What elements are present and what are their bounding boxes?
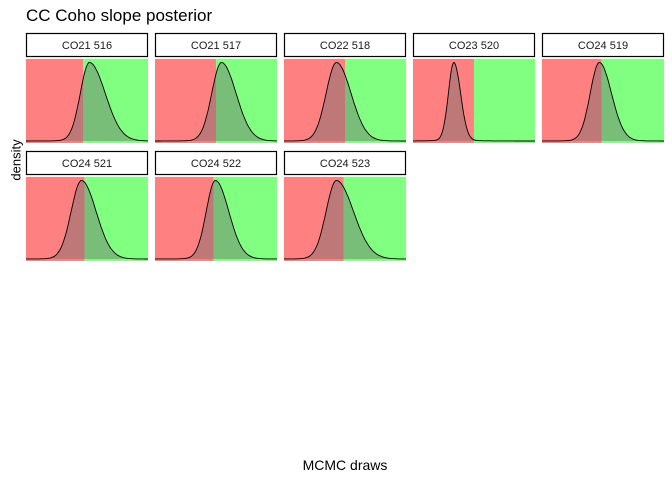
density-fill xyxy=(26,62,148,141)
facet-label: CO22 518 xyxy=(320,40,370,52)
facet-label: CO23 520 xyxy=(449,40,499,52)
density-curve xyxy=(155,62,277,142)
facet-panel: CO23 520 xyxy=(412,32,536,143)
negative-region xyxy=(542,59,602,143)
facet-panel: CO21 516 xyxy=(25,32,149,143)
facet-panel: CO21 517 xyxy=(154,32,278,143)
density-fill xyxy=(155,180,277,259)
positive-region xyxy=(213,177,277,261)
facet-panel: CO24 522 xyxy=(154,150,278,261)
positive-region xyxy=(345,59,406,143)
facet-panel: CO22 518 xyxy=(283,32,407,143)
density-curve xyxy=(154,180,278,260)
facet-strip xyxy=(283,32,407,58)
positive-region xyxy=(84,177,148,261)
positive-region xyxy=(343,177,406,261)
negative-region xyxy=(155,59,216,143)
facet-strip xyxy=(541,32,665,58)
facet-label: CO24 522 xyxy=(191,158,241,170)
facet-strip xyxy=(412,32,536,58)
facet-panel: CO24 519 xyxy=(541,32,665,143)
density-curve xyxy=(413,61,535,142)
negative-region xyxy=(155,177,214,261)
negative-region xyxy=(284,59,345,143)
negative-region xyxy=(26,59,84,143)
facet-label: CO24 521 xyxy=(62,158,112,170)
density-curve xyxy=(284,62,406,142)
density-curve xyxy=(26,180,148,260)
density-curve xyxy=(284,180,406,260)
density-fill xyxy=(284,180,406,259)
density-fill xyxy=(155,62,277,141)
density-curve xyxy=(26,62,149,142)
positive-region xyxy=(474,59,535,143)
negative-region xyxy=(284,177,344,261)
facet-strip xyxy=(154,150,278,176)
facet-panel: CO24 521 xyxy=(25,150,149,261)
positive-region xyxy=(601,59,664,143)
facet-label: CO21 517 xyxy=(191,40,241,52)
facet-label: CO21 516 xyxy=(62,40,112,52)
negative-region xyxy=(26,177,85,261)
positive-region xyxy=(83,59,148,143)
positive-region xyxy=(216,59,277,143)
x-axis-label: MCMC draws xyxy=(302,457,388,473)
density-fill xyxy=(26,180,148,259)
facet-strip xyxy=(154,32,278,58)
facet-strip xyxy=(283,150,407,176)
density-curve xyxy=(542,62,664,142)
facet-strip xyxy=(25,150,149,176)
density-fill xyxy=(542,62,664,141)
density-fill xyxy=(284,62,406,141)
facet-strip xyxy=(25,32,149,58)
facet-label: CO24 519 xyxy=(578,40,628,52)
facet-label: CO24 523 xyxy=(320,158,370,170)
facet-panel: CO24 523 xyxy=(283,150,407,261)
chart-title: CC Coho slope posterior xyxy=(26,6,213,25)
